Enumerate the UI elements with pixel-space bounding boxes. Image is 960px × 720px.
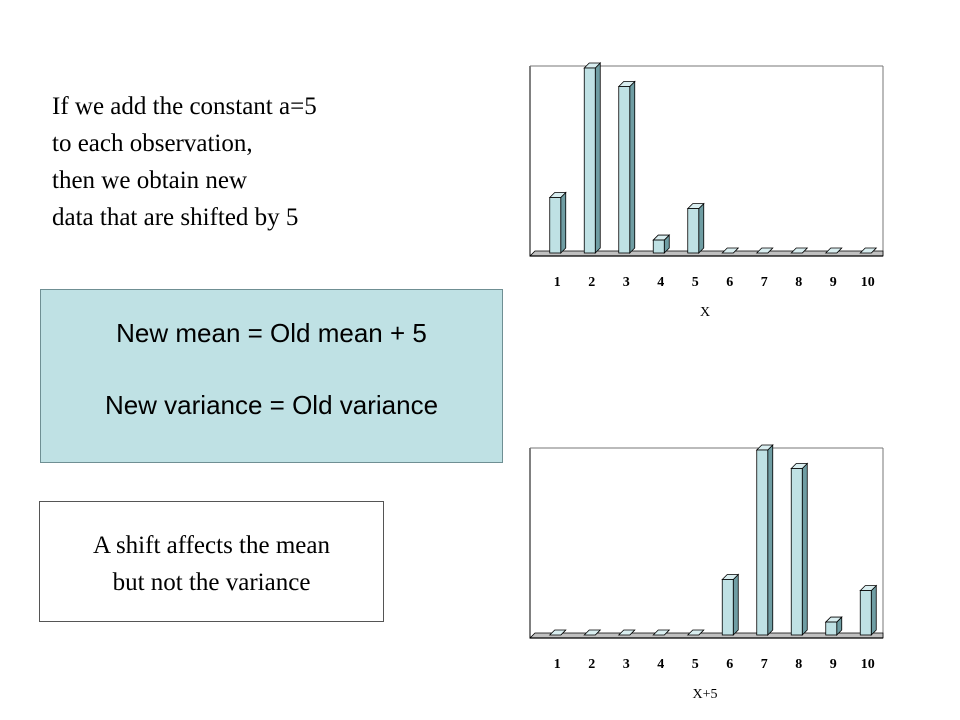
bar-top (617, 629, 636, 636)
bar-side (629, 80, 636, 254)
bar (583, 62, 602, 254)
bar (755, 247, 774, 254)
bar (721, 247, 740, 254)
bar (824, 616, 843, 636)
bar-front (790, 468, 803, 636)
bar-front (756, 449, 769, 636)
bar (652, 234, 671, 254)
bar (583, 629, 602, 636)
x-axis-title: X (700, 305, 710, 320)
bar-top (652, 629, 671, 636)
bar (859, 247, 878, 254)
x-tick-label: 1 (554, 275, 561, 290)
chart-x-plus-5: 1 2 3 4 5 6 7 8 9 10 X+5 (529, 444, 884, 702)
intro-line-2: to each observation, (52, 130, 253, 157)
bar-side (767, 444, 774, 636)
bar-front (652, 239, 665, 254)
bar (859, 584, 878, 636)
x-tick-label: 7 (761, 275, 768, 290)
bar-front (859, 590, 872, 636)
bar-top (859, 247, 878, 254)
bar-top (686, 629, 705, 636)
x-tick-label: 6 (726, 657, 733, 672)
variance-formula: New variance = Old variance (104, 390, 439, 420)
mean-formula: New mean = Old mean + 5 (116, 318, 427, 348)
bar-top (790, 247, 809, 254)
bar (686, 629, 705, 636)
bar (617, 629, 636, 636)
bar-side (594, 62, 601, 254)
intro-text: If we add the constant a=5 to each obser… (52, 88, 452, 236)
bar (790, 247, 809, 254)
bar-front (687, 208, 700, 254)
x-tick-label: 9 (830, 275, 837, 290)
intro-line-4: data that are shifted by 5 (52, 204, 299, 231)
x-tick-label: 4 (657, 275, 664, 290)
formula-box: New mean = Old mean + 5 New variance = O… (40, 289, 503, 463)
bar-top (583, 629, 602, 636)
bar-top (721, 247, 740, 254)
conclusion-line-1: A shift affects the mean (93, 532, 330, 559)
bar-top (755, 247, 774, 254)
bar (548, 191, 567, 254)
x-tick-label: 5 (692, 657, 699, 672)
bar (790, 462, 809, 636)
bar-side (732, 573, 739, 636)
chart-x: 1 2 3 4 5 6 7 8 9 10 X (529, 62, 884, 320)
plot-area: 1 2 3 4 5 6 7 8 9 10 X+5 (529, 444, 884, 702)
x-tick-label: 7 (761, 657, 768, 672)
x-tick-label: 8 (795, 275, 802, 290)
x-tick-label: 2 (588, 657, 595, 672)
x-tick-label: 4 (657, 657, 664, 672)
x-axis-title: X+5 (692, 687, 717, 702)
x-tick-label: 10 (861, 657, 875, 672)
conclusion-line-2: but not the variance (112, 569, 311, 596)
bar-side (560, 191, 567, 254)
bar (617, 80, 636, 254)
x-tick-label: 3 (623, 657, 630, 672)
x-tick-label: 9 (830, 657, 837, 672)
bar (652, 629, 671, 636)
x-tick-label: 10 (861, 275, 875, 290)
bar-top (548, 629, 567, 636)
bar (721, 573, 740, 636)
bar-front (549, 197, 562, 254)
conclusion-box: A shift affects the mean but not the var… (39, 501, 384, 622)
bar (755, 444, 774, 636)
bar (824, 247, 843, 254)
bar-front (825, 621, 838, 636)
x-tick-label: 6 (726, 275, 733, 290)
bar (548, 629, 567, 636)
intro-line-3: then we obtain new (52, 167, 248, 194)
bar (686, 202, 705, 254)
x-tick-label: 1 (554, 657, 561, 672)
x-tick-label: 3 (623, 275, 630, 290)
bar-side (698, 202, 705, 254)
x-tick-label: 2 (588, 275, 595, 290)
plot-area: 1 2 3 4 5 6 7 8 9 10 X (529, 62, 884, 320)
x-tick-label: 5 (692, 275, 699, 290)
bar-side (801, 462, 808, 636)
bar-side (870, 584, 877, 636)
bar-front (618, 86, 631, 254)
bar-front (721, 579, 734, 636)
intro-line-1: If we add the constant a=5 (52, 93, 317, 120)
bar-front (583, 67, 596, 254)
x-tick-label: 8 (795, 657, 802, 672)
bar-top (824, 247, 843, 254)
